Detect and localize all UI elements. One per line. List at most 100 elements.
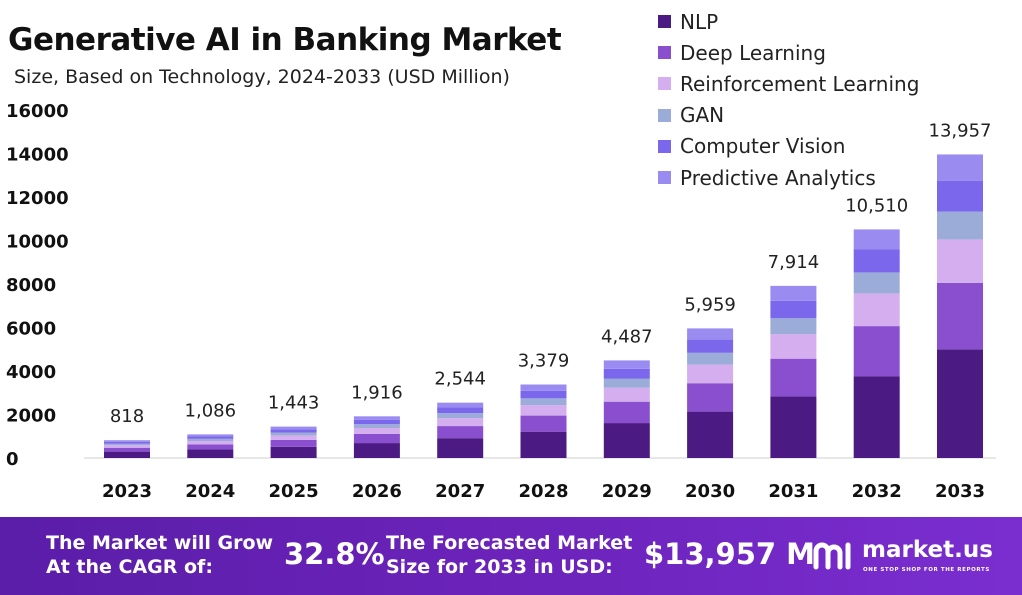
x-tick-label: 2033 [935, 481, 985, 502]
legend-label: Computer Vision [680, 134, 846, 159]
bar-total-label: 1,916 [351, 382, 403, 403]
bar-segment [437, 407, 484, 414]
bar-total-label: 2,544 [434, 369, 486, 390]
bar-segment [770, 334, 817, 359]
bar-segment [104, 440, 150, 442]
bar-segment [437, 413, 484, 419]
legend-label: Predictive Analytics [680, 165, 876, 190]
bar-segment [853, 272, 900, 294]
bar-segment [937, 282, 983, 350]
y-tick-label: 4000 [6, 362, 56, 383]
bar-segment [353, 443, 400, 458]
bar-segment [770, 300, 817, 319]
bar-segment [687, 328, 734, 340]
bar-segment [770, 396, 817, 458]
brand-tagline: ONE STOP SHOP FOR THE REPORTS [863, 567, 990, 573]
legend-label: Deep Learning [680, 40, 826, 65]
bar-total-label: 3,379 [518, 351, 570, 372]
bar-segment [353, 419, 400, 425]
x-tick-label: 2029 [602, 481, 652, 502]
bar-segment [187, 434, 234, 437]
legend-label: Reinforcement Learning [680, 71, 920, 96]
forecast-label-line1: The Forecasted Market [386, 532, 633, 554]
x-tick-label: 2023 [102, 481, 152, 502]
legend-swatch [658, 46, 671, 60]
y-tick-label: 16000 [6, 101, 69, 122]
bar-segment [687, 364, 734, 384]
bar-total-label: 818 [110, 406, 144, 427]
bar-total-label: 5,959 [684, 294, 736, 315]
y-tick-label: 0 [6, 449, 19, 470]
x-tick-label: 2028 [518, 481, 568, 502]
cagr-label: The Market will Grow At the CAGR of: [46, 531, 273, 579]
bar-total-label: 7,914 [768, 252, 820, 273]
x-tick-label: 2025 [269, 481, 319, 502]
bar-segment [770, 358, 817, 397]
bar-segment [187, 436, 234, 439]
bar-segment [853, 293, 900, 327]
x-tick-label: 2032 [852, 481, 902, 502]
bar-segment [603, 378, 650, 388]
legend-label: NLP [680, 9, 719, 34]
bar-segment [520, 390, 567, 399]
bar-segment [520, 398, 567, 406]
bar-segment [687, 352, 734, 365]
bar-segment [353, 416, 400, 420]
bar-segment [853, 229, 900, 250]
bar-segment [187, 440, 234, 445]
bar-segment [437, 426, 484, 439]
bar-segment [937, 154, 983, 181]
cagr-label-line2: At the CAGR of: [46, 556, 213, 578]
bar-segment [437, 402, 484, 408]
bar-segment [270, 429, 317, 433]
forecast-label: The Forecasted Market Size for 2033 in U… [386, 531, 632, 579]
bar-segment [270, 432, 317, 436]
x-tick-label: 2030 [685, 481, 735, 502]
bar-segment [687, 411, 734, 458]
bar-segment [520, 415, 567, 432]
bar-segment [853, 249, 900, 273]
y-tick-label: 8000 [6, 275, 56, 296]
bar-segment [853, 326, 900, 377]
legend-item: Deep Learning [658, 37, 919, 68]
bar-segment [770, 318, 817, 335]
bar-segment [687, 383, 734, 412]
bar-segment [687, 339, 734, 353]
bar-segment [270, 446, 317, 458]
legend-item: GAN [658, 100, 919, 131]
bar-segment [603, 368, 650, 379]
legend-swatch [658, 15, 671, 29]
bar-segment [937, 211, 983, 240]
bar-segment [187, 449, 234, 458]
bar-segment [353, 433, 400, 444]
bar-segment [603, 423, 650, 458]
bar-segment [937, 180, 983, 212]
bar-segment [270, 435, 317, 440]
legend-swatch [658, 139, 671, 153]
bar-segment [104, 441, 150, 444]
bar-segment [437, 418, 484, 427]
bar-segment [353, 424, 400, 428]
bar-segment [770, 285, 817, 301]
x-tick-label: 2024 [185, 481, 235, 502]
bar-segment [353, 427, 400, 434]
bar-total-label: 10,510 [845, 195, 908, 216]
brand-name: market.us [862, 537, 993, 563]
bar-total-label: 4,487 [601, 326, 653, 347]
bar-segment [520, 431, 567, 458]
y-tick-label: 14000 [6, 145, 69, 166]
bar-segment [603, 387, 650, 402]
forecast-label-line2: Size for 2033 in USD: [386, 556, 613, 578]
market-us-logo-icon [813, 542, 851, 570]
bar-segment [104, 447, 150, 452]
cagr-label-line1: The Market will Grow [46, 532, 274, 554]
y-tick-label: 12000 [6, 188, 69, 209]
bar-total-label: 1,086 [185, 400, 237, 421]
legend-swatch [658, 77, 671, 91]
bar-total-label: 13,957 [929, 120, 992, 141]
bar-segment [937, 239, 983, 283]
x-tick-label: 2026 [352, 481, 402, 502]
bar-segment [520, 384, 567, 391]
footer-banner: The Market will Grow At the CAGR of: 32.… [0, 517, 1022, 595]
bar-segment [270, 439, 317, 447]
